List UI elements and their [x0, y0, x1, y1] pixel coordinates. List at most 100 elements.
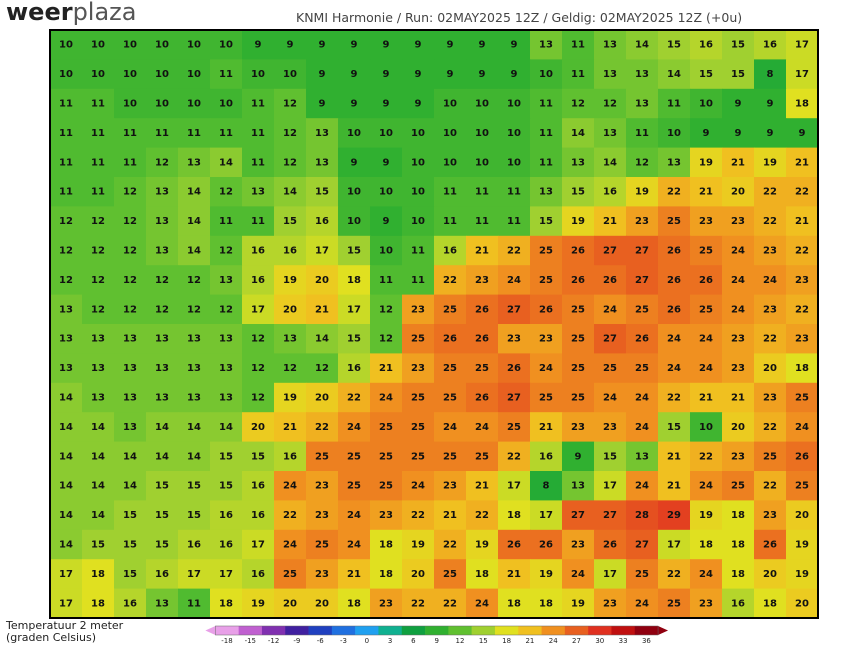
- temp-cell: [754, 412, 787, 443]
- temp-cell: [338, 30, 371, 60]
- temp-label: 9: [799, 128, 806, 139]
- temp-label: 9: [575, 451, 582, 462]
- temp-label: 23: [315, 481, 329, 492]
- temp-label: 19: [411, 540, 425, 551]
- temp-label: 13: [187, 334, 201, 345]
- temp-cell: [466, 235, 499, 266]
- temp-cell: [178, 235, 211, 266]
- temp-label: 10: [411, 157, 425, 168]
- temp-cell: [594, 206, 627, 237]
- temp-label: 15: [571, 187, 585, 198]
- temp-label: 24: [603, 304, 617, 315]
- temp-label: 19: [699, 157, 713, 168]
- temp-cell: [722, 30, 755, 60]
- temp-label: 13: [155, 598, 169, 609]
- temp-cell: [626, 265, 659, 296]
- temp-cell: [50, 147, 83, 178]
- temp-label: 16: [251, 481, 265, 492]
- temp-label: 25: [379, 481, 393, 492]
- temp-label: 12: [123, 187, 137, 198]
- temp-label: 10: [59, 69, 73, 80]
- temp-cell: [626, 529, 659, 560]
- temp-cell: [146, 147, 179, 178]
- temp-label: 12: [59, 216, 73, 227]
- temp-label: 25: [539, 393, 553, 404]
- temp-label: 17: [59, 598, 73, 609]
- temp-label: 11: [251, 99, 265, 110]
- temp-label: 22: [763, 216, 777, 227]
- temp-label: 13: [251, 187, 265, 198]
- temp-label: 12: [251, 393, 265, 404]
- temp-cell: [210, 353, 243, 384]
- temp-cell: [626, 294, 659, 325]
- temp-cell: [754, 294, 787, 325]
- temp-cell: [242, 118, 275, 149]
- temp-label: 19: [283, 393, 297, 404]
- temp-cell: [658, 529, 691, 560]
- temp-cell: [690, 588, 723, 619]
- temp-cell: [50, 235, 83, 266]
- temp-label: 9: [479, 40, 486, 51]
- temp-cell: [274, 59, 307, 90]
- temp-label: 19: [699, 510, 713, 521]
- temp-label: 23: [571, 422, 585, 433]
- temp-label: 13: [59, 304, 73, 315]
- temp-cell: [370, 412, 403, 443]
- temp-label: 12: [59, 275, 73, 286]
- temp-label: 11: [443, 216, 457, 227]
- temp-cell: [530, 59, 563, 90]
- temp-cell: [530, 353, 563, 384]
- temp-label: 26: [667, 246, 681, 257]
- temp-cell: [306, 118, 339, 149]
- temp-label: 17: [315, 246, 329, 257]
- temp-label: 10: [475, 157, 489, 168]
- temp-label: 11: [411, 275, 425, 286]
- temp-cell: [82, 177, 115, 207]
- temp-label: 15: [699, 69, 713, 80]
- temp-label: 14: [59, 540, 73, 551]
- temp-label: 10: [475, 99, 489, 110]
- temp-cell: [466, 324, 499, 354]
- temp-cell: [146, 177, 179, 207]
- temp-cell: [210, 88, 243, 119]
- temp-label: 27: [507, 393, 521, 404]
- temp-label: 11: [475, 216, 489, 227]
- temp-cell: [786, 382, 819, 413]
- temp-label: 11: [635, 128, 649, 139]
- temp-label: 12: [123, 304, 137, 315]
- temp-label: 9: [735, 128, 742, 139]
- temp-label: 13: [635, 99, 649, 110]
- temp-cell: [466, 471, 499, 501]
- temp-label: 12: [91, 246, 105, 257]
- temp-label: 13: [667, 157, 681, 168]
- temp-cell: [530, 88, 563, 119]
- temp-label: 12: [155, 304, 169, 315]
- temp-label: 10: [347, 216, 361, 227]
- temp-label: 13: [155, 363, 169, 374]
- temp-cell: [306, 353, 339, 384]
- temp-label: 23: [379, 510, 393, 521]
- temp-cell: [530, 30, 563, 60]
- temp-cell: [402, 382, 435, 413]
- temp-label: 24: [507, 275, 521, 286]
- temp-label: 17: [59, 569, 73, 580]
- colorbar-label: 21: [525, 637, 534, 645]
- temp-cell: [370, 206, 403, 237]
- temp-label: 24: [699, 481, 713, 492]
- temp-label: 14: [155, 422, 169, 433]
- temp-label: 22: [763, 422, 777, 433]
- temp-cell: [626, 324, 659, 354]
- temp-label: 26: [795, 451, 809, 462]
- temp-cell: [50, 294, 83, 325]
- temp-label: 14: [123, 481, 137, 492]
- temp-cell: [306, 412, 339, 443]
- temp-cell: [754, 177, 787, 207]
- temp-cell: [658, 206, 691, 237]
- colorbar-segment: [355, 626, 379, 635]
- temp-label: 26: [603, 275, 617, 286]
- temp-label: 20: [795, 510, 809, 521]
- temp-cell: [114, 500, 147, 531]
- logo[interactable]: weerplaza: [6, 0, 136, 26]
- temp-cell: [498, 412, 531, 443]
